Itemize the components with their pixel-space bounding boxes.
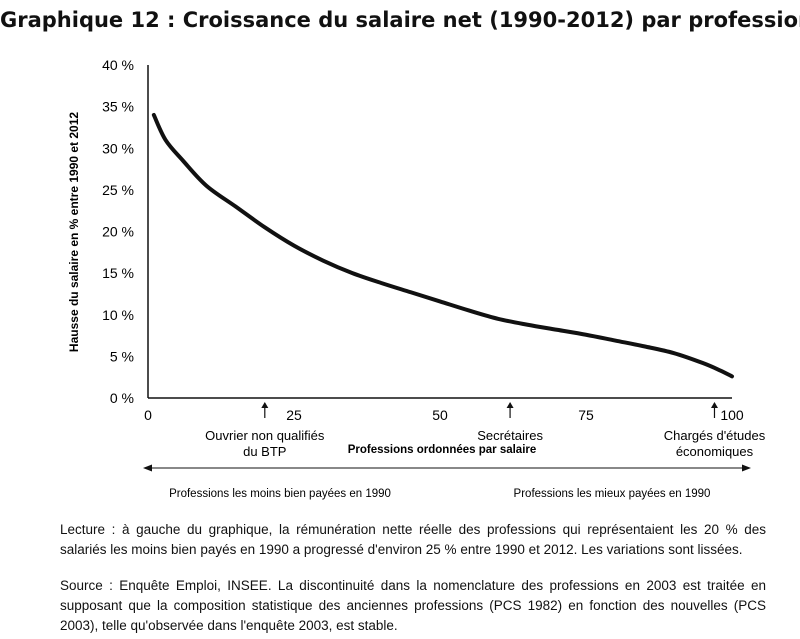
y-axis-ticks: 0 % 5 % 10 % 15 % 20 % 25 % 30 % 35 % 40 % (102, 57, 134, 406)
y-tick-label: 30 % (102, 140, 134, 156)
y-tick-label: 35 % (102, 99, 134, 115)
x-tick-label: 25 (286, 407, 302, 423)
annotation-label: du BTP (243, 444, 286, 459)
annotation-label: économiques (676, 444, 754, 459)
y-tick-label: 5 % (110, 348, 134, 364)
axes (147, 65, 732, 399)
y-axis-label: Hausse du salaire en % entre 1990 et 201… (67, 112, 81, 352)
left-range-label: Professions les moins bien payées en 199… (169, 488, 391, 500)
x-tick-label: 75 (578, 407, 594, 423)
y-tick-label: 10 % (102, 307, 134, 323)
annotation-label: Chargés d'études (664, 428, 766, 443)
annotation-label: Secrétaires (477, 428, 543, 443)
y-tick-label: 15 % (102, 265, 134, 281)
right-range-arrowhead (742, 464, 751, 472)
left-range-arrowhead (143, 464, 152, 472)
x-tick-label: 0 (144, 407, 152, 423)
y-tick-label: 20 % (102, 224, 134, 240)
source-note: Source : Enquête Emploi, INSEE. La disco… (60, 578, 766, 633)
series-line (151, 112, 734, 379)
y-tick-label: 40 % (102, 57, 134, 73)
y-tick-label: 25 % (102, 182, 134, 198)
series-group (151, 112, 734, 379)
x-tick-label: 100 (720, 407, 744, 423)
line-chart: 0 % 5 % 10 % 15 % 20 % 25 % 30 % 35 % 40 % 0 25 50… (67, 57, 766, 500)
x-axis-ticks: 0 25 50 75 100 (144, 407, 744, 423)
annotation-arrowhead (261, 402, 269, 408)
annotation-arrowhead (506, 402, 514, 408)
range-arrows: Professions les moins bien payées en 199… (143, 464, 751, 500)
annotation-arrowhead (710, 402, 718, 408)
x-tick-label: 50 (432, 407, 448, 423)
annotation-label: Ouvrier non qualifiés (205, 428, 325, 443)
right-range-label: Professions les mieux payées en 1990 (514, 488, 711, 500)
y-tick-label: 0 % (110, 390, 134, 406)
reading-note: Lecture : à gauche du graphique, la rému… (60, 522, 766, 557)
chart-title: Graphique 12 : Croissance du salaire net… (0, 8, 800, 32)
x-axis-label: Professions ordonnées par salaire (348, 444, 537, 456)
